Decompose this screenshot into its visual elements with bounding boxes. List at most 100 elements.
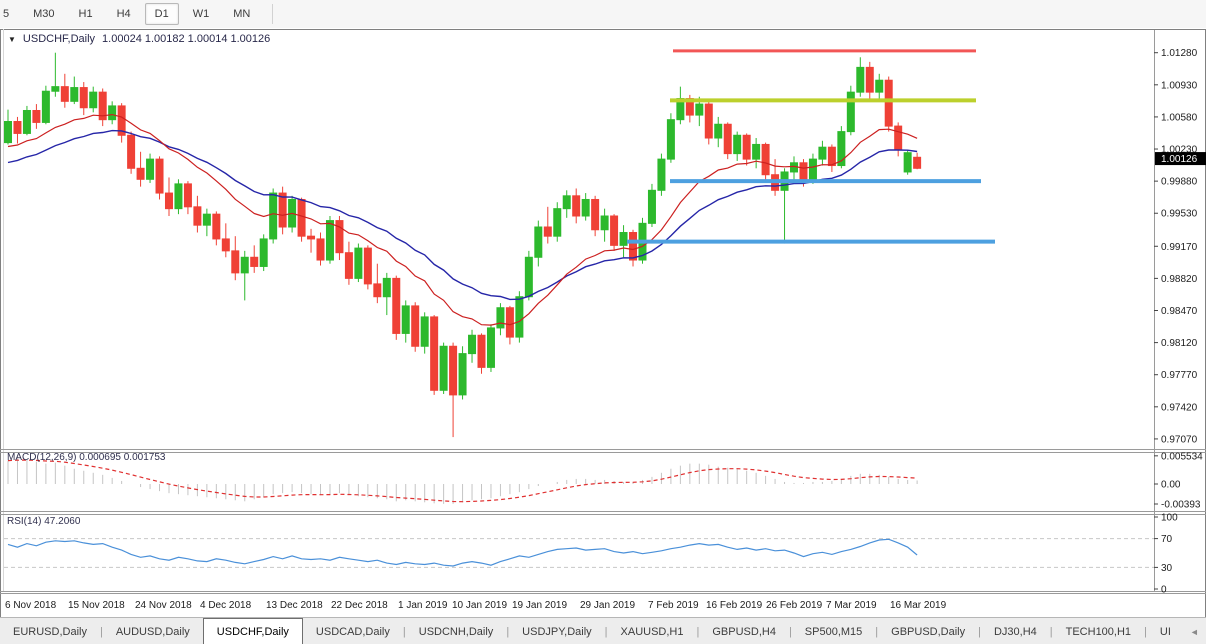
- timeframe-button-5[interactable]: 5: [3, 8, 10, 20]
- candle-body: [808, 158, 817, 182]
- tab-usdcad-daily[interactable]: USDCAD,Daily: [315, 625, 390, 638]
- candle-body: [89, 91, 98, 109]
- candle-body: [600, 215, 609, 231]
- date-axis-label: 1 Jan 2019: [398, 600, 448, 611]
- date-axis-label: 10 Jan 2019: [452, 600, 507, 611]
- date-axis-label: 19 Jan 2019: [512, 600, 567, 611]
- tab-separator: |: [875, 625, 879, 638]
- candle-body: [193, 206, 202, 226]
- candle-body: [174, 183, 183, 210]
- candle-body: [13, 121, 22, 134]
- timeframe-button-MN[interactable]: MN: [233, 8, 251, 20]
- tab-xauusd-h1[interactable]: XAUUSD,H1: [620, 625, 684, 638]
- price-axis-label: 0.97420: [1161, 402, 1198, 413]
- candle-body: [108, 105, 117, 121]
- candle-body: [221, 238, 230, 252]
- date-axis-label: 29 Jan 2019: [580, 600, 635, 611]
- tab-audusd-daily[interactable]: AUDUSD,Daily: [115, 625, 190, 638]
- price-axis-label: 1.00230: [1161, 145, 1198, 156]
- tab-usdcnh-daily[interactable]: USDCNH,Daily: [418, 625, 494, 638]
- rsi-axis-label: 70: [1161, 534, 1173, 545]
- candle-body: [70, 87, 79, 102]
- candle-body: [572, 195, 581, 217]
- candle-body: [22, 109, 31, 134]
- date-axis-label: 6 Nov 2018: [5, 600, 57, 611]
- macd-axis-label: 0.005534: [1161, 451, 1203, 462]
- candle-body: [505, 307, 514, 338]
- price-axis-label: 0.98120: [1161, 338, 1198, 349]
- tab-separator: |: [696, 625, 700, 638]
- date-axis-label: 15 Nov 2018: [68, 600, 125, 611]
- candle-body: [723, 123, 732, 155]
- candle-body: [212, 213, 221, 240]
- candle-body: [32, 109, 41, 123]
- date-axis-label: 7 Mar 2019: [826, 600, 877, 611]
- timeframe-button-H4[interactable]: H4: [116, 8, 131, 20]
- candle-body: [117, 105, 126, 136]
- tab-gbpusd-daily[interactable]: GBPUSD,Daily: [891, 625, 966, 638]
- candle-body: [41, 90, 50, 123]
- candle-body: [846, 91, 855, 133]
- tab-scroll-arrows: ◄►: [1184, 618, 1206, 644]
- candle-body: [799, 162, 808, 182]
- candle-body: [98, 91, 107, 121]
- tab-tech100-h1[interactable]: TECH100,H1: [1065, 625, 1132, 638]
- tab-usdjpy-daily[interactable]: USDJPY,Daily: [522, 625, 592, 638]
- candle-body: [629, 232, 638, 261]
- rsi-axis-label: 100: [1161, 513, 1178, 524]
- candle-body: [534, 226, 543, 258]
- price-axis-label: 1.00930: [1161, 80, 1198, 91]
- candle-body: [827, 146, 836, 167]
- candle-body: [373, 283, 382, 298]
- candle-body: [524, 256, 533, 298]
- tab-separator: |: [1144, 625, 1147, 638]
- candle-body: [164, 192, 173, 210]
- date-axis-label: 16 Mar 2019: [890, 600, 947, 611]
- tab-usdchf-daily[interactable]: USDCHF,Daily: [202, 618, 303, 644]
- macd-axis-label: -0.00393: [1161, 500, 1201, 511]
- candle-body: [79, 87, 88, 109]
- timeframe-button-M30[interactable]: M30: [33, 8, 55, 20]
- timeframe-button-H1[interactable]: H1: [78, 8, 93, 20]
- tab-gbpusd-h4[interactable]: GBPUSD,H4: [712, 625, 776, 638]
- tab-eurusd-daily[interactable]: EURUSD,Daily: [13, 625, 87, 638]
- chart-symbol-label: USDCHF,Daily: [22, 33, 96, 45]
- candle-body: [136, 167, 145, 180]
- candle-body: [60, 86, 69, 102]
- chart-ohlc-values: 1.00024 1.00182 1.00014 1.00126: [102, 33, 271, 45]
- price-axis-label: 1.01280: [1161, 48, 1198, 59]
- candle-body: [619, 232, 628, 246]
- candle-body: [250, 256, 259, 267]
- toolbar-separator: [272, 4, 274, 24]
- rsi-axis-label: 30: [1161, 563, 1173, 574]
- macd-indicator-label: MACD(12,26,9) 0.000695 0.001753: [7, 452, 166, 463]
- candle-body: [884, 79, 893, 127]
- candle-body: [354, 247, 363, 279]
- tab-scroll-right-icon[interactable]: ►: [1205, 627, 1206, 637]
- candle-body: [486, 327, 495, 368]
- macd-axis-label: 0.00: [1161, 480, 1181, 491]
- tab-scroll-left-icon[interactable]: ◄: [1189, 626, 1199, 637]
- candle-body: [562, 195, 571, 210]
- timeframe-button-D1[interactable]: D1: [144, 3, 179, 25]
- chart-title: ▼ USDCHF,Daily 1.00024 1.00182 1.00014 1…: [8, 33, 270, 45]
- tab-separator: |: [788, 625, 792, 638]
- candle-body: [477, 334, 486, 368]
- candle-body: [581, 198, 590, 217]
- tab-ui[interactable]: UI: [1159, 625, 1171, 638]
- tab-sp500-m15[interactable]: SP500,M15: [804, 625, 863, 638]
- candle-body: [695, 103, 704, 116]
- chart-canvas[interactable]: 1.01280 1.00930 1.00580 1.00230 0.99880 0.995…: [0, 0, 1206, 617]
- timeframe-button-W1[interactable]: W1: [192, 8, 210, 20]
- rsi-axis-label: 0: [1161, 585, 1167, 596]
- candle-body: [647, 189, 656, 224]
- collapse-triangle-icon[interactable]: ▼: [8, 34, 16, 44]
- candle-body: [4, 121, 12, 144]
- date-axis-label: 13 Dec 2018: [266, 600, 323, 611]
- price-axis-label: 0.99170: [1161, 242, 1198, 253]
- tab-dj30-h4[interactable]: DJ30,H4: [993, 625, 1037, 638]
- timeframe-toolbar: 5 M30 H1 H4 D1 W1 MN: [0, 0, 1206, 28]
- rsi-line: [7, 538, 918, 567]
- candle-body: [335, 220, 344, 254]
- candle-body: [818, 146, 827, 160]
